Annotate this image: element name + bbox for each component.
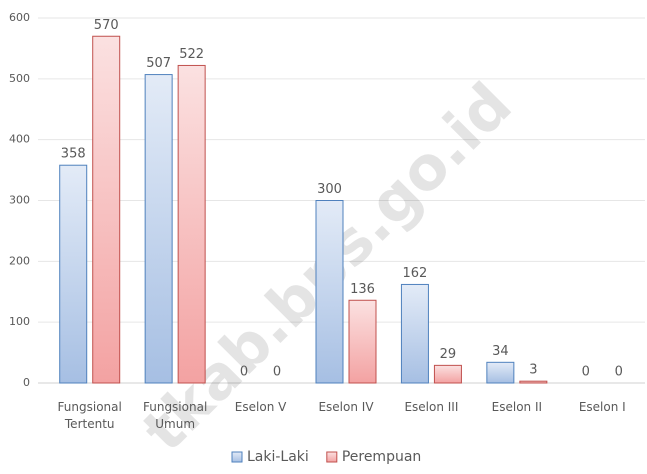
legend-swatch: [231, 451, 243, 463]
bar: [177, 64, 206, 384]
y-tick-label: 500: [9, 72, 30, 85]
data-label: 0: [615, 365, 623, 380]
data-label: 136: [350, 282, 375, 297]
data-label: 522: [179, 47, 204, 62]
x-tick-label: Eselon I: [578, 400, 626, 414]
x-tick-label: Eselon III: [404, 400, 459, 414]
legend-label: Laki-Laki: [247, 449, 309, 465]
y-tick-label: 200: [9, 254, 30, 267]
bar: [92, 35, 121, 384]
y-tick-label: 300: [9, 194, 30, 207]
data-label: 34: [492, 344, 509, 359]
y-tick-label: 600: [9, 11, 30, 24]
data-label: 3: [529, 363, 537, 378]
legend-label: Perempuan: [342, 449, 421, 465]
data-label: 162: [403, 266, 428, 281]
data-label: 0: [582, 365, 590, 380]
data-label: 507: [146, 56, 171, 71]
x-tick-label: Eselon II: [491, 400, 543, 414]
bar: [400, 283, 429, 384]
bar: [486, 361, 515, 384]
bar: [315, 200, 344, 384]
x-tick-label: Eselon V: [234, 400, 287, 414]
bar: [433, 364, 462, 384]
data-label: 29: [440, 347, 457, 362]
bar: [348, 299, 377, 384]
bar: [144, 74, 173, 384]
data-label: 0: [273, 365, 281, 380]
data-label: 570: [94, 18, 119, 33]
data-label: 358: [61, 147, 86, 162]
data-label: 0: [240, 365, 248, 380]
x-tick-label: Eselon IV: [318, 400, 374, 414]
x-tick-label: Fungsional Tertentu: [57, 400, 122, 431]
y-tick-label: 0: [23, 376, 30, 389]
x-tick-label: Fungsional Umum: [142, 400, 208, 431]
bar: [519, 380, 548, 384]
legend-swatch: [326, 451, 338, 463]
data-label: 300: [317, 182, 342, 197]
bar: [59, 164, 88, 384]
y-tick-label: 100: [9, 315, 30, 328]
y-tick-label: 400: [9, 133, 30, 146]
